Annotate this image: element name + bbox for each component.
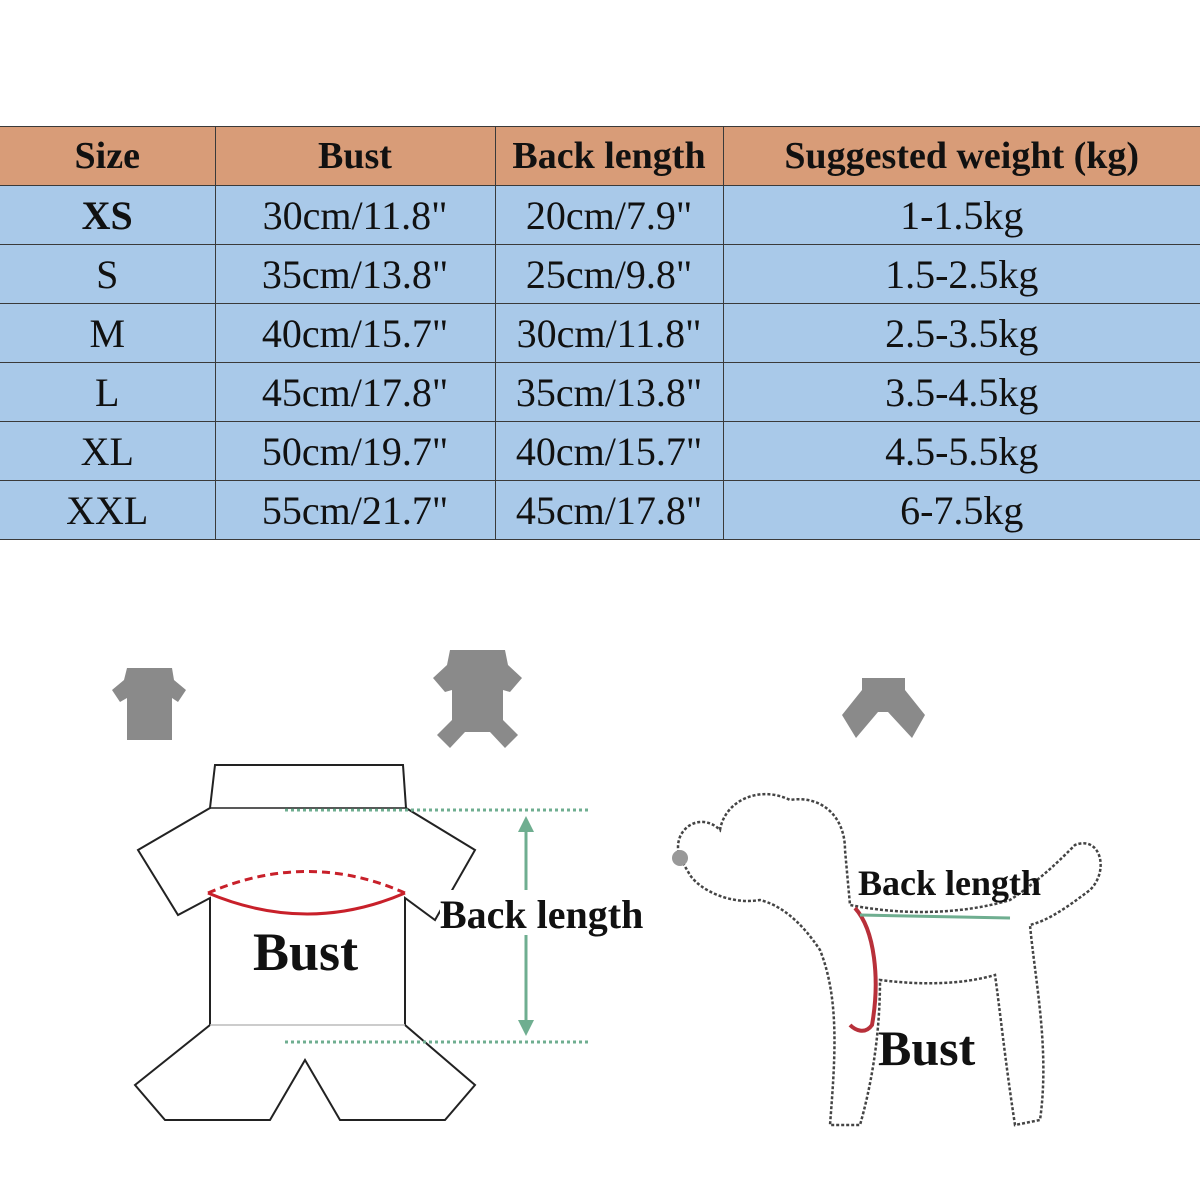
dog-outline — [676, 792, 1102, 1127]
shirt-front-icon — [112, 668, 186, 740]
dog-back-length-label: Back length — [858, 863, 1041, 903]
garment-back-length-label: Back length — [440, 892, 643, 937]
cell-size: XXL — [0, 480, 216, 540]
cell-weight: 6-7.5kg — [722, 480, 1200, 540]
header-size: Size — [0, 126, 216, 186]
pants-icon — [842, 678, 925, 738]
cell-back-length: 35cm/13.8" — [494, 362, 724, 422]
measurement-diagram: Bust Back length Back length Bust — [112, 650, 1102, 1127]
cell-back-length: 30cm/11.8" — [494, 303, 724, 363]
cell-weight: 1-1.5kg — [722, 185, 1200, 245]
header-bust: Bust — [214, 126, 496, 186]
bust-line — [207, 870, 406, 895]
table-row: XL 50cm/19.7" 40cm/15.7" 4.5-5.5kg — [0, 421, 1200, 481]
cell-bust: 40cm/15.7" — [214, 303, 496, 363]
table-row: XXL 55cm/21.7" 45cm/17.8" 6-7.5kg — [0, 480, 1200, 540]
jumpsuit-icon — [433, 650, 522, 748]
table-row: S 35cm/13.8" 25cm/9.8" 1.5-2.5kg — [0, 244, 1200, 304]
cell-bust: 30cm/11.8" — [214, 185, 496, 245]
table-header-row: Size Bust Back length Suggested weight (… — [0, 126, 1200, 186]
table-row: M 40cm/15.7" 30cm/11.8" 2.5-3.5kg — [0, 303, 1200, 363]
cell-weight: 3.5-4.5kg — [722, 362, 1200, 422]
cell-bust: 35cm/13.8" — [214, 244, 496, 304]
dog-bust-line — [848, 906, 878, 1033]
header-back-length: Back length — [494, 126, 724, 186]
cell-weight: 4.5-5.5kg — [722, 421, 1200, 481]
cell-back-length: 20cm/7.9" — [494, 185, 724, 245]
cell-size: XS — [0, 185, 216, 245]
cell-bust: 55cm/21.7" — [214, 480, 496, 540]
garment-bust-label: Bust — [253, 922, 358, 982]
cell-back-length: 45cm/17.8" — [494, 480, 724, 540]
cell-weight: 2.5-3.5kg — [722, 303, 1200, 363]
cell-size: L — [0, 362, 216, 422]
dog-back-length-line — [859, 913, 1011, 920]
cell-back-length: 40cm/15.7" — [494, 421, 724, 481]
dog-bust-label: Bust — [878, 1020, 976, 1076]
size-chart-table: Size Bust Back length Suggested weight (… — [0, 126, 1200, 540]
cell-size: S — [0, 244, 216, 304]
cell-size: XL — [0, 421, 216, 481]
table-row: XS 30cm/11.8" 20cm/7.9" 1-1.5kg — [0, 185, 1200, 245]
header-suggested-weight: Suggested weight (kg) — [722, 126, 1200, 186]
cell-bust: 45cm/17.8" — [214, 362, 496, 422]
cell-back-length: 25cm/9.8" — [494, 244, 724, 304]
cell-bust: 50cm/19.7" — [214, 421, 496, 481]
cell-weight: 1.5-2.5kg — [722, 244, 1200, 304]
cell-size: M — [0, 303, 216, 363]
garment-outline — [133, 764, 477, 1121]
table-row: L 45cm/17.8" 35cm/13.8" 3.5-4.5kg — [0, 362, 1200, 422]
